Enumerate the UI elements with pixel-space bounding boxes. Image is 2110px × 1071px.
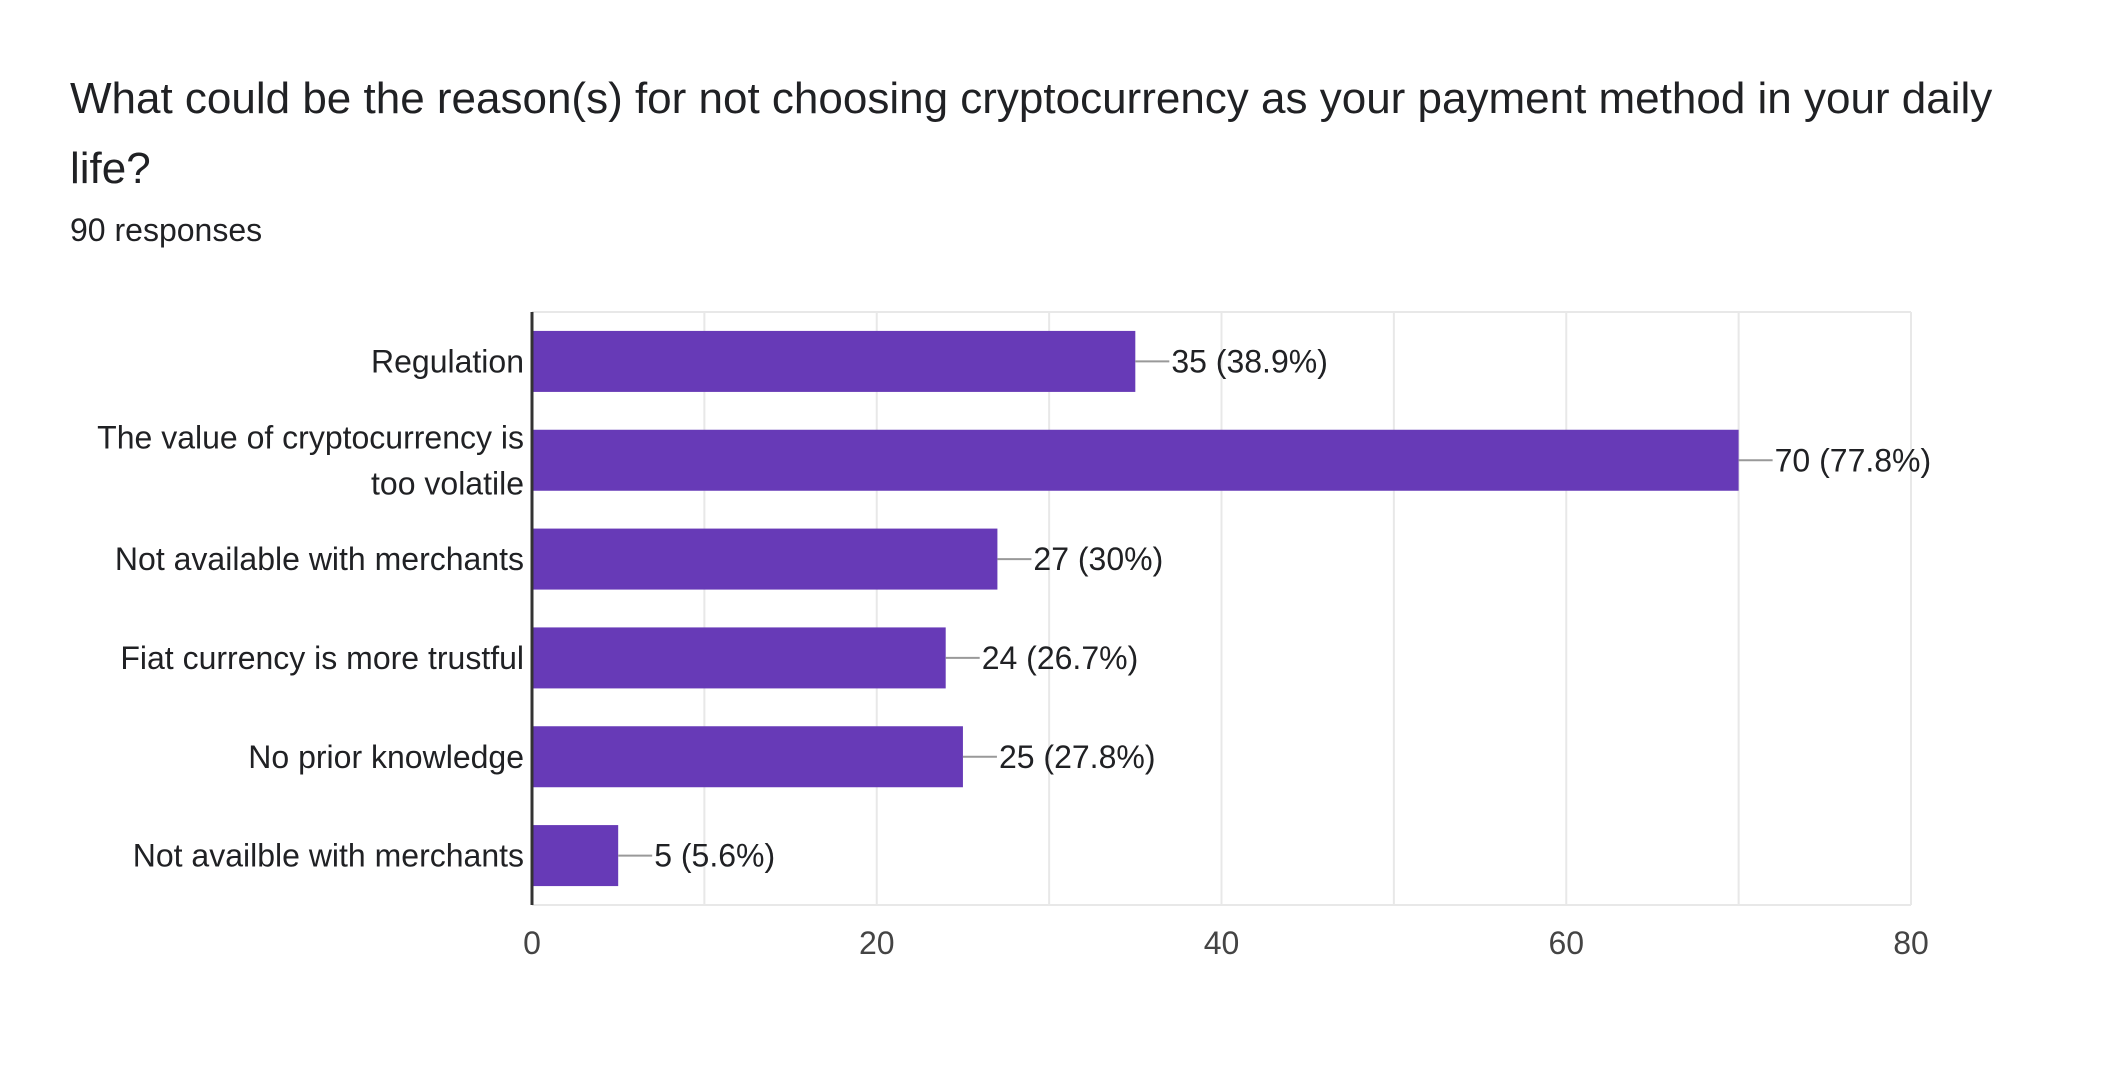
- data-label: 35 (38.9%): [1171, 343, 1328, 379]
- data-label: 25 (27.8%): [999, 739, 1156, 775]
- bar: [532, 825, 619, 887]
- category-label: Not available with merchants: [115, 541, 524, 577]
- response-count: 90 responses: [70, 212, 263, 248]
- bars: [532, 330, 1739, 887]
- category-label: No prior knowledge: [248, 739, 524, 775]
- x-tick-label: 60: [1548, 925, 1584, 961]
- data-label: 5 (5.6%): [654, 838, 775, 874]
- x-tick-label: 0: [523, 925, 541, 961]
- category-label: Regulation: [371, 343, 524, 379]
- category-label: The value of cryptocurrency is: [97, 419, 524, 455]
- labels: 35 (38.9%) Regulation 70 (77.8%) The value …: [97, 343, 1931, 873]
- chart-title: What could be the reason(s) for not choo…: [70, 74, 1993, 193]
- data-label: 27 (30%): [1033, 541, 1163, 577]
- category-label: too volatile: [371, 465, 524, 501]
- axes: 0 20 40 60 80: [523, 312, 1929, 961]
- x-tick-label: 40: [1204, 925, 1240, 961]
- x-tick-label: 20: [859, 925, 895, 961]
- bar: [532, 429, 1739, 491]
- grid-lines: [532, 311, 1912, 906]
- data-label: 70 (77.8%): [1775, 442, 1932, 478]
- bar: [532, 330, 1136, 392]
- bar: [532, 726, 963, 788]
- category-label: Fiat currency is more trustful: [120, 640, 524, 676]
- x-tick-label: 80: [1893, 925, 1929, 961]
- category-label: Not availble with merchants: [133, 838, 524, 874]
- bar: [532, 627, 946, 689]
- bar: [532, 528, 998, 590]
- data-label: 24 (26.7%): [982, 640, 1139, 676]
